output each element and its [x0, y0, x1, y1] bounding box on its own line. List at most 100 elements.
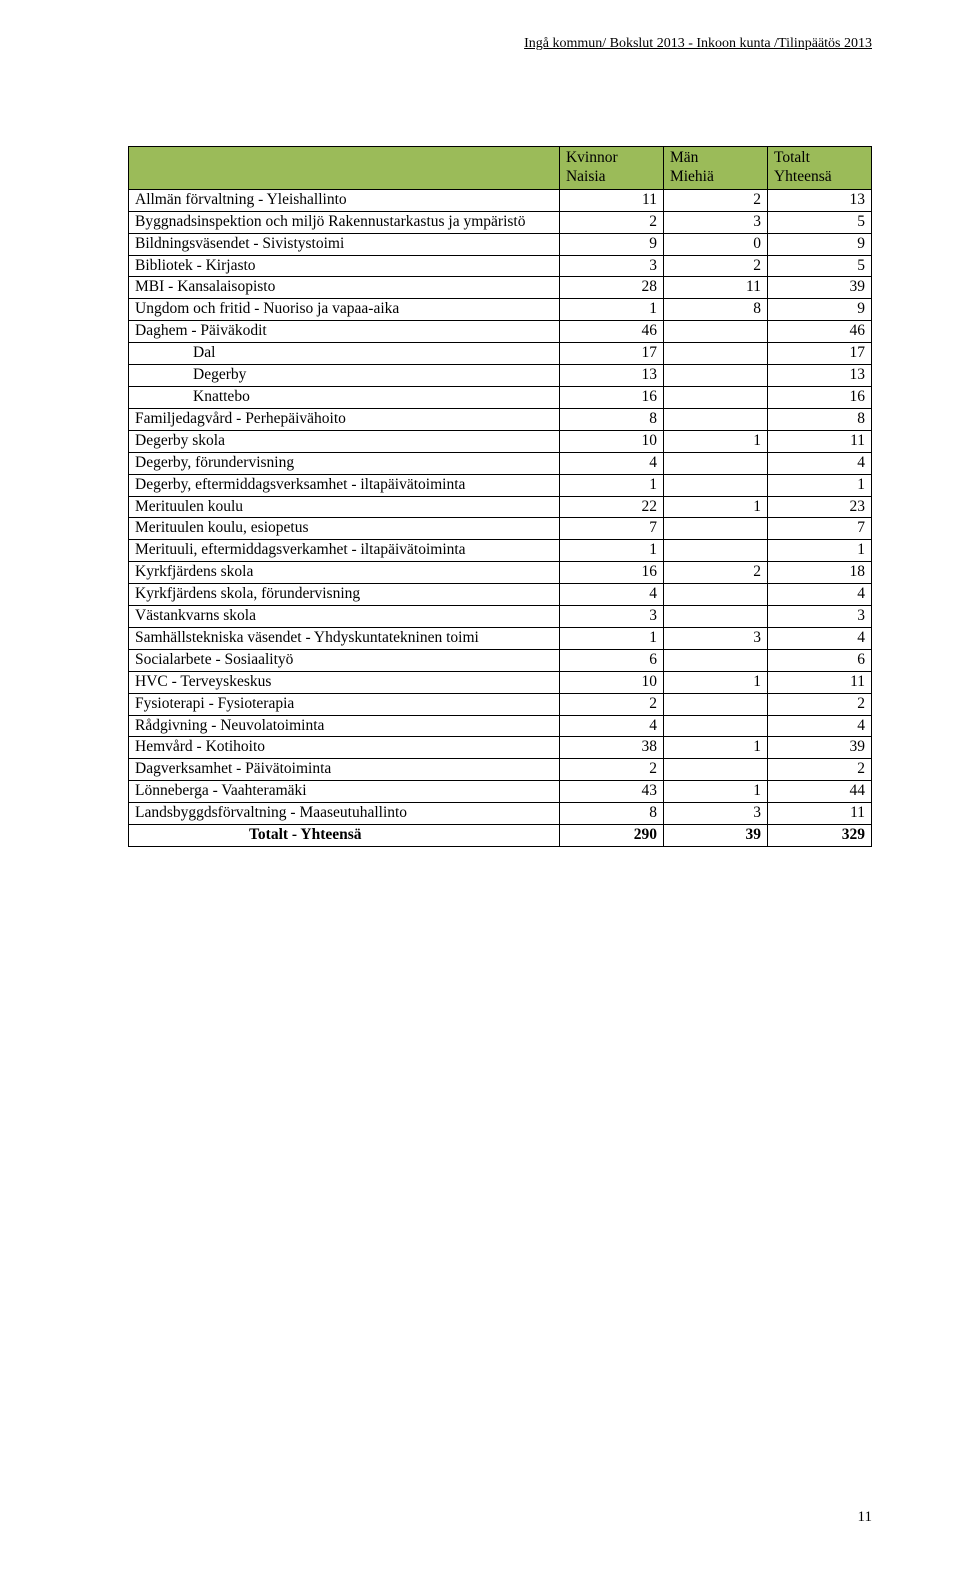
row-value: 5	[767, 255, 871, 277]
row-value: 46	[767, 321, 871, 343]
row-label: Byggnadsinspektion och miljö Rakennustar…	[129, 211, 560, 233]
row-label: Knattebo	[129, 386, 560, 408]
row-value	[663, 321, 767, 343]
row-label: Merituulen koulu, esiopetus	[129, 518, 560, 540]
page-number: 11	[858, 1509, 872, 1526]
col-header-3: TotaltYhteensä	[767, 147, 871, 190]
table-row: Ungdom och fritid - Nuoriso ja vapaa-aik…	[129, 299, 872, 321]
row-value	[663, 343, 767, 365]
row-value	[663, 649, 767, 671]
header-line1: Män	[670, 149, 761, 168]
row-value: 7	[559, 518, 663, 540]
row-value: 13	[767, 189, 871, 211]
row-label: MBI - Kansalaisopisto	[129, 277, 560, 299]
row-value: 329	[767, 825, 871, 847]
col-header-2: MänMiehiä	[663, 147, 767, 190]
row-value: 2	[663, 189, 767, 211]
row-value: 3	[663, 627, 767, 649]
table-row: Degerby, eftermiddagsverksamhet - iltapä…	[129, 474, 872, 496]
row-label: Rådgivning - Neuvolatoiminta	[129, 715, 560, 737]
document-header: Ingå kommun/ Bokslut 2013 - Inkoon kunta…	[128, 36, 872, 52]
row-value: 28	[559, 277, 663, 299]
row-value: 1	[767, 540, 871, 562]
row-label: Merituulen koulu	[129, 496, 560, 518]
table-row: Merituulen koulu22123	[129, 496, 872, 518]
table-row: Fysioterapi - Fysioterapia22	[129, 693, 872, 715]
row-value: 1	[767, 474, 871, 496]
row-label: Dagverksamhet - Päivätoiminta	[129, 759, 560, 781]
table-row: Västankvarns skola33	[129, 606, 872, 628]
table-row: Kyrkfjärdens skola16218	[129, 562, 872, 584]
table-row: HVC - Terveyskeskus10111	[129, 671, 872, 693]
row-value: 11	[767, 803, 871, 825]
row-value: 11	[767, 671, 871, 693]
row-value: 1	[559, 474, 663, 496]
row-value	[663, 386, 767, 408]
table-row: Bildningsväsendet - Sivistystoimi909	[129, 233, 872, 255]
row-value: 2	[559, 759, 663, 781]
row-value: 3	[559, 606, 663, 628]
row-value: 22	[559, 496, 663, 518]
row-value: 1	[559, 627, 663, 649]
table-row: Degerby1313	[129, 365, 872, 387]
row-value: 4	[767, 627, 871, 649]
row-label: HVC - Terveyskeskus	[129, 671, 560, 693]
row-label: Degerby	[129, 365, 560, 387]
row-value: 46	[559, 321, 663, 343]
row-value	[663, 474, 767, 496]
table-row: Daghem - Päiväkodit4646	[129, 321, 872, 343]
row-value: 1	[559, 540, 663, 562]
row-value: 3	[663, 803, 767, 825]
row-value	[663, 759, 767, 781]
table-row: Degerby, förundervisning44	[129, 452, 872, 474]
row-value: 6	[559, 649, 663, 671]
row-value	[663, 693, 767, 715]
row-value: 9	[559, 233, 663, 255]
row-value: 44	[767, 781, 871, 803]
table-row: Familjedagvård - Perhepäivähoito88	[129, 408, 872, 430]
row-label: Ungdom och fritid - Nuoriso ja vapaa-aik…	[129, 299, 560, 321]
row-value: 2	[767, 759, 871, 781]
row-value: 13	[767, 365, 871, 387]
table-row: Byggnadsinspektion och miljö Rakennustar…	[129, 211, 872, 233]
row-value: 17	[767, 343, 871, 365]
row-label: Landsbyggdsförvaltning - Maaseutuhallint…	[129, 803, 560, 825]
row-label: Kyrkfjärdens skola	[129, 562, 560, 584]
row-value: 39	[663, 825, 767, 847]
table-row: Bibliotek - Kirjasto325	[129, 255, 872, 277]
row-value: 23	[767, 496, 871, 518]
row-value: 5	[767, 211, 871, 233]
table-row: Rådgivning - Neuvolatoiminta44	[129, 715, 872, 737]
table-row: Socialarbete - Sosiaalityö66	[129, 649, 872, 671]
row-value: 8	[663, 299, 767, 321]
row-label: Merituuli, eftermiddagsverkamhet - iltap…	[129, 540, 560, 562]
table-row: Merituuli, eftermiddagsverkamhet - iltap…	[129, 540, 872, 562]
row-value: 1	[663, 671, 767, 693]
row-value: 2	[559, 693, 663, 715]
header-line2: Yhteensä	[774, 168, 865, 187]
table-row: Kyrkfjärdens skola, förundervisning44	[129, 584, 872, 606]
col-header-1: KvinnorNaisia	[559, 147, 663, 190]
row-label: Socialarbete - Sosiaalityö	[129, 649, 560, 671]
row-label: Västankvarns skola	[129, 606, 560, 628]
row-value	[663, 715, 767, 737]
row-value: 2	[559, 211, 663, 233]
row-value: 10	[559, 671, 663, 693]
header-line1: Totalt	[774, 149, 865, 168]
row-value: 11	[767, 430, 871, 452]
row-value: 11	[663, 277, 767, 299]
row-value	[663, 365, 767, 387]
row-value: 9	[767, 233, 871, 255]
staff-table: KvinnorNaisiaMänMiehiäTotaltYhteensä All…	[128, 146, 872, 847]
table-row: Dagverksamhet - Päivätoiminta22	[129, 759, 872, 781]
row-value	[663, 408, 767, 430]
table-row: Totalt - Yhteensä29039329	[129, 825, 872, 847]
row-value: 4	[559, 584, 663, 606]
row-value: 39	[767, 277, 871, 299]
table-row: Dal1717	[129, 343, 872, 365]
table-row: Allmän förvaltning - Yleishallinto11213	[129, 189, 872, 211]
row-value: 39	[767, 737, 871, 759]
row-label: Daghem - Päiväkodit	[129, 321, 560, 343]
row-value: 4	[767, 452, 871, 474]
row-label: Hemvård - Kotihoito	[129, 737, 560, 759]
